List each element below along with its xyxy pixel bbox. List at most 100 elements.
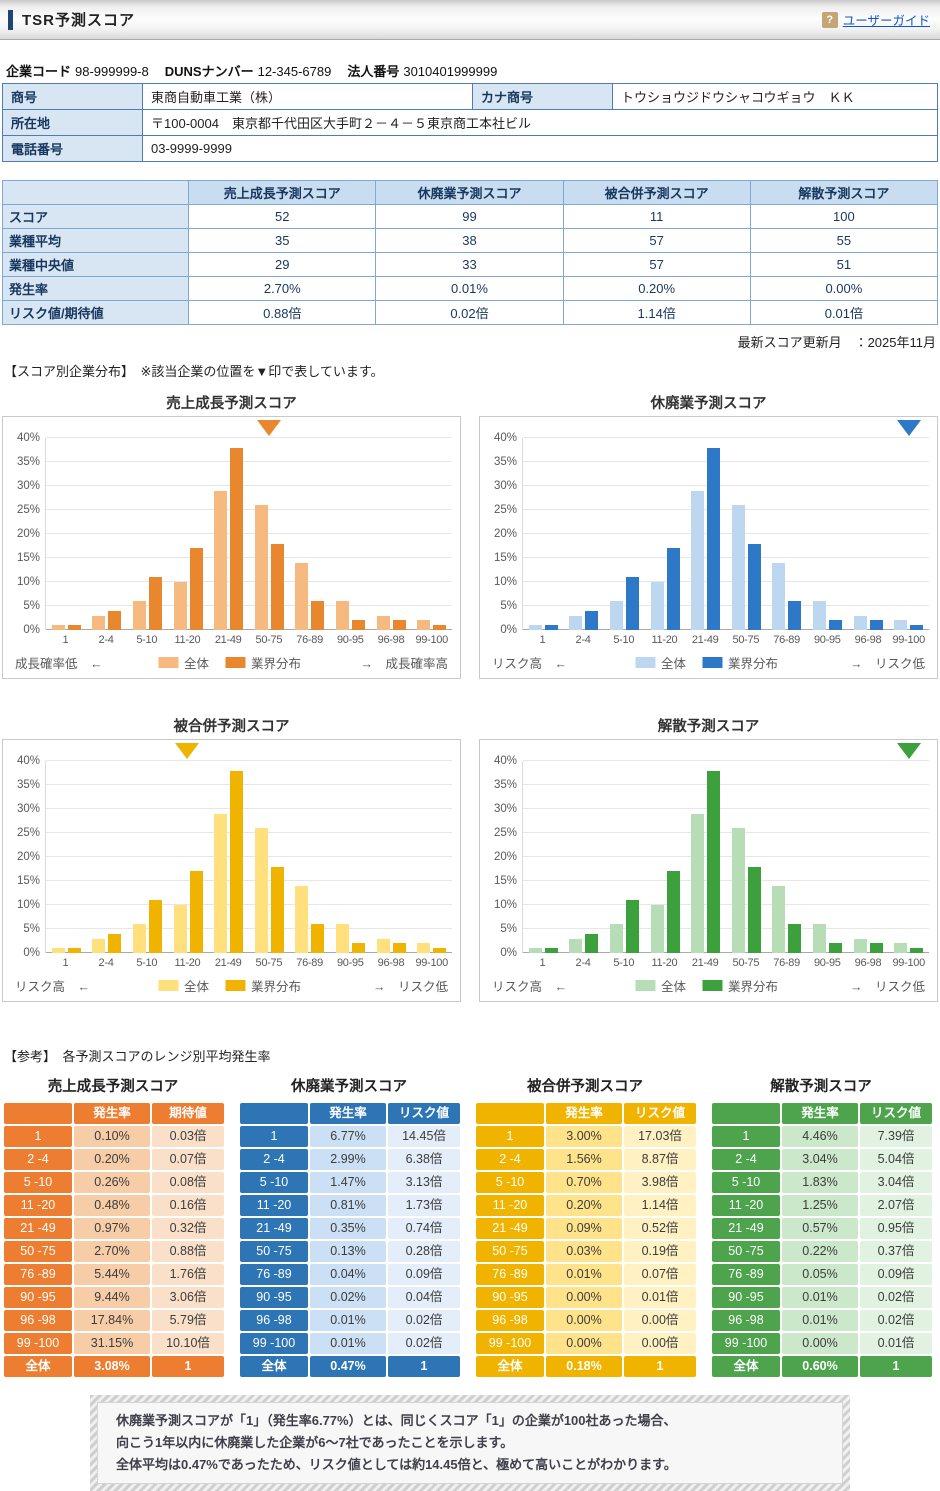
ref-range-label: 21 -49 xyxy=(4,1218,72,1239)
grid-line xyxy=(46,629,452,630)
ref-table-row: 11 -20 1.25% 2.07倍 xyxy=(712,1195,932,1216)
x-axis-tick-label: 99-100 xyxy=(415,634,448,646)
grid-line xyxy=(46,760,452,761)
y-axis-tick-label: 25% xyxy=(493,503,517,516)
chart-footer: リスク高 ← 全体 業界分布 → リスク低 xyxy=(484,977,929,994)
y-axis-tick-label: 35% xyxy=(16,778,40,791)
ref-range-label: 2 -4 xyxy=(476,1149,544,1170)
ref-rate-value: 17.84% xyxy=(74,1310,150,1331)
bar-overall xyxy=(214,813,228,953)
bar-industry xyxy=(270,543,284,630)
ref-range-label: 1 xyxy=(476,1126,544,1147)
ref-range-label: 90 -95 xyxy=(240,1287,308,1308)
bar-industry xyxy=(148,900,162,953)
bar-industry xyxy=(392,620,406,630)
ref-range-label: 2 -4 xyxy=(712,1149,780,1170)
ref-corner-cell xyxy=(240,1103,308,1124)
bar-industry xyxy=(108,933,122,953)
y-axis-tick-label: 30% xyxy=(493,479,517,492)
ref-table-row: 2 -4 3.04% 5.04倍 xyxy=(712,1149,932,1170)
ref-rate-header: 発生率 xyxy=(74,1103,150,1124)
grid-line xyxy=(523,880,929,881)
grid-line xyxy=(46,832,452,833)
ref-table-row: 50 -75 0.22% 0.37倍 xyxy=(712,1241,932,1262)
y-axis-tick-label: 20% xyxy=(16,527,40,540)
bar-industry xyxy=(544,625,558,630)
tel-value: 03-9999-9999 xyxy=(142,135,938,162)
bar-overall xyxy=(295,562,309,630)
page-title: TSR予測スコア xyxy=(22,12,136,29)
y-axis-tick-label: 15% xyxy=(16,551,40,564)
ref-ratio-header: 期待値 xyxy=(152,1103,224,1124)
grid-line xyxy=(523,557,929,558)
ref-range-label: 5 -10 xyxy=(240,1172,308,1193)
reference-table-title: 休廃業予測スコア xyxy=(291,1079,407,1095)
reference-table-block-4: 解散予測スコア 発生率 リスク値 1 4.46% 7.39倍 2 -4 3.04% 5.04倍 5… xyxy=(710,1075,932,1379)
ref-rate-value: 0.01% xyxy=(310,1310,386,1331)
ref-ratio-value: 3.06倍 xyxy=(152,1287,224,1308)
ref-table-row: 5 -10 1.83% 3.04倍 xyxy=(712,1172,932,1193)
reference-tables: 売上成長予測スコア 発生率 期待値 1 0.10% 0.03倍 2 -4 0.20% 0.07倍… xyxy=(2,1075,938,1379)
ref-table-row: 5 -10 1.47% 3.13倍 xyxy=(240,1172,460,1193)
ref-range-label: 99 -100 xyxy=(240,1333,308,1354)
grid-line xyxy=(46,533,452,534)
ref-ratio-value: 2.07倍 xyxy=(860,1195,932,1216)
plot-area: 0% 5% 10% 15% 20% 25% 30% 35% 40% xyxy=(17,755,452,958)
footer-note-text: 休廃業予測スコアが「1」（発生率6.77%）とは、同じくスコア「1」の企業が10… xyxy=(97,1402,843,1485)
bar-overall xyxy=(894,943,908,953)
score-table-corner xyxy=(1,180,190,205)
axis-left-caption: リスク高 ← xyxy=(15,979,91,994)
reference-table-title: 解散予測スコア xyxy=(770,1079,872,1095)
ref-rate-value: 0.01% xyxy=(782,1310,858,1331)
ref-table-row: 5 -10 0.26% 0.08倍 xyxy=(4,1172,224,1193)
y-axis-tick-label: 25% xyxy=(16,826,40,839)
x-axis-tick-label: 99-100 xyxy=(892,634,925,646)
axis-right-caption: → 成長確率高 xyxy=(360,656,448,671)
reference-table: 発生率 期待値 1 0.10% 0.03倍 2 -4 0.20% 0.07倍 5 -10 0.26… xyxy=(2,1101,226,1379)
marker-row xyxy=(522,742,929,761)
ref-ratio-value: 0.00倍 xyxy=(624,1310,696,1331)
ref-table-row: 5 -10 0.70% 3.98倍 xyxy=(476,1172,696,1193)
x-axis-tick-label: 76-89 xyxy=(773,634,800,646)
bar-group xyxy=(46,761,87,953)
y-axis-tick-label: 25% xyxy=(493,826,517,839)
ref-table-row: 99 -100 31.15% 10.10倍 xyxy=(4,1333,224,1354)
ref-table-row: 76 -89 5.44% 1.76倍 xyxy=(4,1264,224,1285)
bar-overall xyxy=(894,620,908,630)
bar-group xyxy=(726,438,767,630)
ref-table-row: 90 -95 0.01% 0.02倍 xyxy=(712,1287,932,1308)
x-axis-tick-label: 96-98 xyxy=(854,634,882,646)
axis-right-caption: → リスク低 xyxy=(372,979,448,994)
ref-rate-value: 0.26% xyxy=(74,1172,150,1193)
ref-range-label: 11 -20 xyxy=(476,1195,544,1216)
ref-table-row: 1 3.00% 17.03倍 xyxy=(476,1126,696,1147)
reference-table-block-1: 売上成長予測スコア 発生率 期待値 1 0.10% 0.03倍 2 -4 0.20% 0.07倍… xyxy=(2,1075,224,1379)
bar-industry xyxy=(270,866,284,953)
ref-range-label: 90 -95 xyxy=(476,1287,544,1308)
ref-rate-value: 1.83% xyxy=(782,1172,858,1193)
x-axis-tick-label: 11-20 xyxy=(174,957,201,969)
score-value-cell: 11 xyxy=(562,204,751,229)
x-axis-tick-label: 21-49 xyxy=(214,957,242,969)
score-summary-table: 売上成長予測スコア 休廃業予測スコア 被合併予測スコア 解散予測スコア スコア 52 99 1… xyxy=(1,180,939,325)
bar-overall xyxy=(772,885,786,953)
ref-ratio-value: 0.28倍 xyxy=(388,1241,460,1262)
help-question-icon[interactable]: ? xyxy=(821,11,838,28)
distribution-charts: 売上成長予測スコア 0% 5% 10% 15% 20% 25% 30% 35% 40% 1 2-4 5-… xyxy=(2,392,938,1002)
bar-industry xyxy=(828,943,842,953)
user-guide-link[interactable]: ユーザーガイド xyxy=(842,14,930,28)
ref-ratio-value: 0.95倍 xyxy=(860,1218,932,1239)
x-axis-tick-label: 1 xyxy=(539,634,546,646)
grid-line xyxy=(46,904,452,905)
distribution-chart-2: 休廃業予測スコア 0% 5% 10% 15% 20% 25% 30% 35% 40% 1 2-4 5-1… xyxy=(479,392,938,679)
ref-ratio-value: 0.02倍 xyxy=(860,1310,932,1331)
bar-group xyxy=(330,761,371,953)
legend-item: 全体 xyxy=(157,653,209,672)
bar-overall xyxy=(335,601,349,630)
legend-label: 業界分布 xyxy=(728,979,779,994)
bar-industry xyxy=(189,871,203,953)
score-table-row: 業種平均 35 38 57 55 xyxy=(1,228,939,253)
reference-table-block-3: 被合併予測スコア 発生率 リスク値 1 3.00% 17.03倍 2 -4 1.56% 8.87… xyxy=(474,1075,696,1379)
bar-group xyxy=(767,761,808,953)
bar-industry xyxy=(910,948,924,953)
